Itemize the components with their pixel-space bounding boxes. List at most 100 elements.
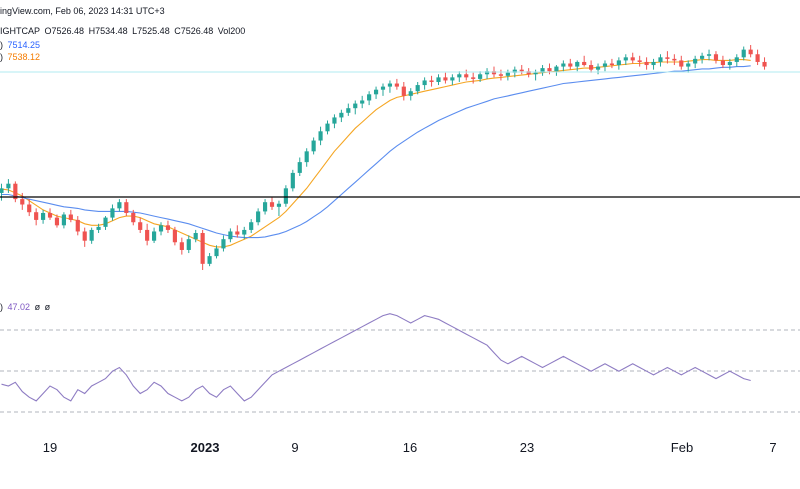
candle-body [214, 248, 219, 257]
candle [172, 226, 177, 246]
candle [200, 229, 205, 270]
candle-body [713, 54, 719, 61]
candle [637, 55, 642, 67]
candle-body [96, 226, 101, 230]
candle [658, 54, 663, 67]
candle [75, 216, 80, 236]
ma2-row: ) 7538.12 [0, 52, 42, 62]
candle [68, 209, 73, 223]
candle [103, 216, 108, 230]
candle-body [665, 57, 670, 59]
candle-body [249, 222, 254, 230]
candle [297, 157, 302, 176]
candle [415, 81, 420, 95]
candle-body [34, 212, 39, 220]
candle-body [637, 60, 642, 62]
candle [186, 235, 191, 254]
candle-body [332, 117, 337, 124]
candle-body [193, 233, 198, 240]
candle-body [200, 233, 205, 264]
candle-body [464, 74, 469, 78]
candle-body [595, 66, 601, 70]
candle [595, 63, 601, 75]
candle-body [609, 63, 614, 66]
candle [706, 49, 712, 61]
candle [276, 200, 282, 217]
candle-body [457, 74, 462, 78]
candle [110, 204, 115, 221]
candle-body [623, 57, 628, 61]
ma1-row: ) 7514.25 [0, 40, 42, 50]
candle [318, 126, 323, 146]
symbol-text: IGHTCAP [0, 26, 41, 36]
candle [27, 199, 32, 217]
candle-body [693, 58, 698, 64]
candle [401, 81, 406, 101]
candle [533, 69, 538, 81]
candle-body [519, 69, 524, 72]
candle-body [373, 89, 379, 95]
candle-body [700, 55, 705, 59]
candle-body [311, 140, 316, 152]
candle-body [68, 214, 73, 220]
candle [651, 58, 656, 70]
open-value: O7526.48 [44, 26, 85, 36]
candle [61, 212, 66, 229]
osc-prefix: ) [0, 302, 3, 312]
candle-body [526, 71, 531, 75]
candle [582, 55, 587, 67]
candle-body [755, 54, 760, 62]
candle-body [228, 231, 233, 240]
candle-body [575, 61, 580, 67]
candle [450, 74, 455, 86]
candle-body [679, 60, 684, 67]
candle [304, 148, 309, 167]
candle [332, 114, 337, 129]
source-line: ingView.com, Feb 06, 2023 14:31 UTC+3 [0, 6, 167, 16]
candle [6, 179, 11, 193]
candle-body [353, 103, 358, 109]
candle-body [644, 61, 649, 66]
candle-body [658, 57, 663, 62]
candle-body [582, 61, 587, 66]
candle [422, 77, 427, 90]
candle-body [394, 83, 399, 87]
candle-body [117, 202, 122, 209]
candle [693, 55, 698, 69]
candle [373, 86, 379, 99]
osc-extra2: ø [44, 302, 51, 312]
candle-body [179, 242, 184, 250]
ma1-value: 7514.25 [7, 40, 41, 50]
candle-body [103, 217, 108, 227]
candle-body [110, 208, 115, 218]
candle-body [602, 63, 608, 67]
candle [20, 192, 25, 210]
candle [380, 83, 386, 96]
ma1-prefix: ) [0, 40, 3, 50]
candle [498, 69, 504, 81]
candle-body [27, 204, 32, 213]
candle [325, 120, 330, 135]
osc-extra1: ø [34, 302, 41, 312]
volume-value: Vol200 [217, 26, 246, 36]
candle [436, 74, 441, 86]
candle [47, 208, 53, 220]
price-pane [0, 45, 767, 270]
candle [713, 51, 719, 64]
candle-body [387, 83, 393, 87]
candle [158, 222, 164, 236]
candle [686, 60, 691, 73]
candle-body [589, 65, 594, 70]
candle-body [124, 202, 129, 213]
candle [679, 55, 684, 70]
candle [242, 226, 247, 240]
candle-body [478, 74, 483, 79]
candle-body [172, 229, 177, 243]
candle [755, 49, 760, 66]
candle-body [54, 217, 60, 226]
x-tick-label: 9 [291, 440, 298, 455]
high-value: H7534.48 [88, 26, 128, 36]
candle [152, 227, 157, 244]
candle [720, 55, 725, 69]
candle [589, 60, 594, 73]
